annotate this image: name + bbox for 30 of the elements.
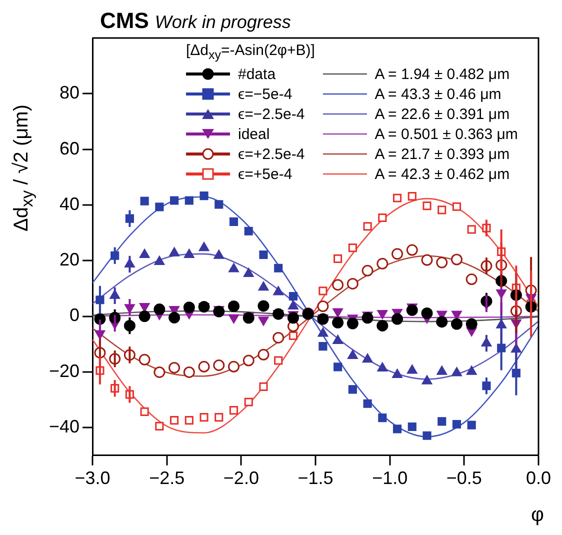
legend-title: [Δd$_{xy}$=-Asin(2φ+B)]	[186, 42, 316, 62]
y-tick-label: 0	[70, 305, 80, 326]
x-tick-label: −3.0	[74, 468, 110, 488]
legend-label: A = 0.501 ± 0.363 μm	[374, 126, 518, 142]
x-axis-title: φ	[531, 504, 544, 527]
legend-label: ϵ=−2.5e-4	[238, 106, 305, 122]
chart-title: CMS	[100, 8, 149, 33]
legend-label: A = 22.6 ± 0.391 μm	[374, 106, 510, 122]
legend-label: ϵ=−5e-4	[238, 86, 292, 102]
legend-label: A = 21.7 ± 0.393 μm	[374, 146, 510, 162]
legend-label: ϵ=+5e-4	[238, 166, 292, 182]
legend-label: ideal	[238, 126, 270, 142]
x-tick-label: −2.5	[149, 468, 185, 488]
x-tick-label: 0.0	[526, 468, 552, 488]
y-tick-label: 60	[60, 138, 80, 158]
x-tick-label: −2.0	[223, 468, 259, 488]
x-tick-label: −0.5	[446, 468, 482, 488]
y-tick-label: −20	[48, 360, 80, 381]
legend-label: A = 1.94 ± 0.482 μm	[374, 66, 510, 82]
legend-label: A = 42.3 ± 0.462 μm	[374, 166, 510, 182]
x-tick-label: −1.5	[298, 468, 334, 488]
x-tick-label: −1.0	[372, 468, 408, 488]
y-tick-label: 80	[60, 82, 80, 103]
legend-label: ϵ=+2.5e-4	[238, 146, 305, 162]
legend-label: #data	[238, 66, 276, 82]
y-tick-label: 20	[60, 250, 80, 270]
y-tick-label: 40	[60, 194, 80, 214]
legend-label: A = 43.3 ± 0.46 μm	[374, 86, 502, 102]
chart-subtitle: Work in progress	[154, 12, 291, 32]
y-tick-label: −40	[48, 416, 80, 437]
